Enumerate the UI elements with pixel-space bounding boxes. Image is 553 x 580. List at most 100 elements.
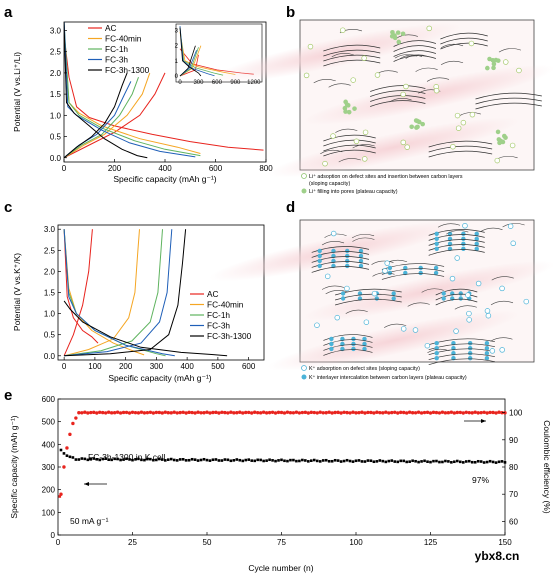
capacity-point: [330, 459, 334, 463]
capacity-point: [360, 460, 364, 463]
ce-point: [485, 411, 489, 415]
capacity-point: [336, 459, 340, 462]
capacity-point: [420, 460, 423, 463]
capacity-point: [202, 457, 206, 461]
k-ion: [461, 236, 466, 242]
k-ion: [329, 346, 334, 352]
defect-site-ion: [453, 328, 459, 334]
defect-site-ion: [516, 67, 522, 74]
k-ion: [418, 265, 423, 271]
ce-point: [425, 410, 430, 415]
carbon-fragment: [321, 285, 345, 290]
carbon-layer: [323, 149, 376, 157]
k-ion: [458, 296, 463, 301]
pink-band: [267, 117, 520, 178]
k-interlayer-marker: [301, 374, 307, 380]
ce-point: [482, 410, 486, 414]
ce-point: [291, 411, 296, 415]
chart-a-series-3-discharge: [64, 22, 196, 158]
ce-point: [181, 410, 185, 415]
chart-a-legend-label: FC-1h: [105, 44, 128, 54]
chart-e-y2tick-label: 70: [509, 490, 518, 499]
chart-a-xtick-label: 800: [259, 164, 273, 173]
ce-point: [166, 411, 170, 415]
capacity-point: [324, 458, 328, 462]
ce-point: [354, 411, 358, 415]
carbon-layer: [475, 92, 542, 100]
ce-point: [80, 411, 84, 415]
ce-point: [413, 411, 418, 415]
capacity-point: [140, 458, 143, 462]
chart-e-xtick-label: 75: [277, 538, 286, 547]
k-ion: [467, 351, 473, 356]
defect-site-ion: [330, 133, 336, 139]
ce-point: [65, 446, 69, 450]
carbon-fragment: [490, 300, 514, 306]
carbon-layer: [393, 45, 437, 52]
chart-a-xtick-label: 600: [209, 164, 223, 173]
capacity-point: [59, 448, 63, 452]
ce-point: [136, 411, 141, 415]
carbon-fragment: [352, 237, 375, 242]
carbon-layer: [323, 49, 381, 57]
panel-b-letter: b: [286, 4, 295, 21]
chart-c-ylabel: Potential (V vs.K⁺/K): [12, 253, 22, 331]
carbon-layer: [311, 251, 370, 258]
capacity-point: [143, 458, 146, 462]
defect-site-ion: [484, 308, 491, 314]
pore-li-ion: [491, 65, 496, 71]
ce-point: [372, 411, 376, 415]
carbon-fragment: [351, 233, 375, 239]
chart-e: 0 25 50 75 100 125 150 0 100 200 300 400 500 600 60 70 8…: [9, 395, 552, 573]
carbon-layer: [435, 298, 478, 306]
chart-c-legend-label: FC-3h: [207, 321, 230, 331]
defect-site-ion: [353, 138, 360, 145]
capacity-point: [83, 457, 87, 461]
k-ion: [387, 265, 393, 271]
pore-li-ion: [396, 39, 402, 45]
carbon-layer: [370, 90, 426, 97]
chart-c-ytick-label: 2.0: [44, 267, 56, 276]
capacity-point: [256, 458, 259, 462]
chart-c-xtick-label: 600: [242, 362, 256, 371]
carbon-fragment: [328, 83, 351, 88]
chart-a-series-3-charge: [64, 81, 132, 159]
carbon-fragment: [371, 260, 394, 265]
capacity-point: [92, 457, 96, 460]
pink-band: [209, 22, 462, 84]
carbon-fragment: [335, 128, 358, 133]
ce-point: [175, 411, 179, 415]
carbon-fragment: [480, 227, 503, 232]
defect-site-ion: [362, 129, 369, 136]
capacity-point: [399, 459, 402, 463]
chart-e-ytick-label: 600: [42, 395, 56, 404]
capacity-point: [447, 460, 450, 463]
pore-li-ion: [414, 125, 419, 130]
capacity-point: [289, 458, 292, 462]
chart-e-ce-annotation: 97%: [472, 475, 489, 485]
k-ion: [345, 258, 350, 264]
defect-site-ion: [503, 59, 509, 65]
k-ion: [351, 336, 356, 342]
ce-point: [401, 410, 406, 415]
capacity-point: [488, 459, 492, 463]
ce-point: [139, 410, 144, 414]
capacity-point: [134, 458, 137, 461]
chart-a-inset-ytick-label: 2: [175, 44, 179, 50]
ce-point: [488, 410, 492, 415]
capacity-point: [223, 458, 227, 461]
li-pore-marker: [301, 188, 307, 194]
capacity-point: [199, 458, 203, 462]
ce-point: [199, 411, 203, 415]
capacity-point: [274, 459, 277, 463]
carbon-fragment: [446, 230, 469, 235]
capacity-point: [277, 459, 280, 462]
capacity-point: [119, 458, 122, 462]
panel-c-letter: c: [4, 199, 12, 216]
carbon-fragment: [491, 276, 514, 281]
carbon-fragment: [320, 149, 343, 155]
capacity-point: [405, 460, 408, 464]
capacity-point: [149, 457, 152, 461]
ce-point: [148, 410, 153, 414]
